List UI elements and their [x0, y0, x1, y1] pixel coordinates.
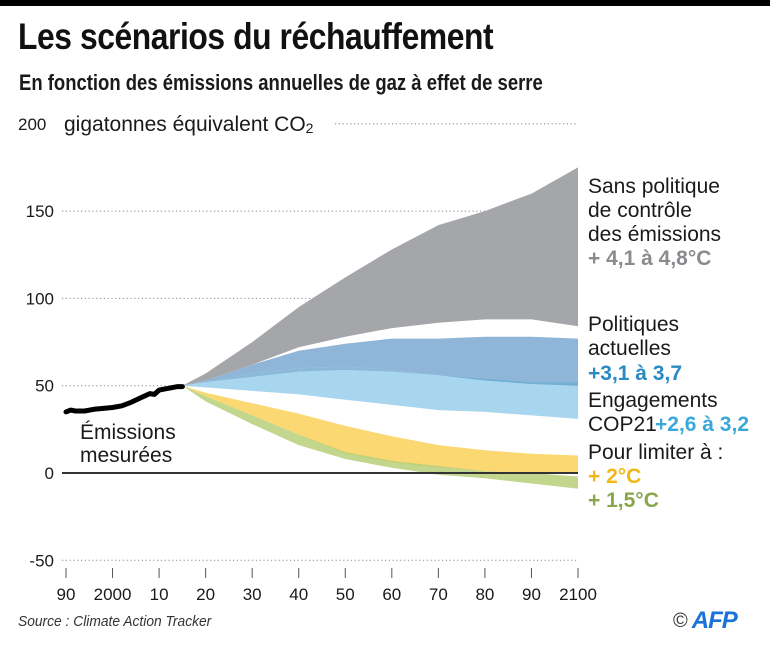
chart-subtitle: En fonction des émissions annuelles de g… [19, 70, 543, 95]
y-axis: 200 150 100 50 0 -50 gigatonnes équivalent CO2 [18, 113, 314, 570]
x-tick-label: 70 [429, 585, 448, 604]
label-no-policy: des émissions [588, 223, 721, 246]
unit-text: gigatonnes équivalent CO [64, 113, 306, 136]
x-tick-label: 10 [150, 585, 169, 604]
chart-title: Les scénarios du réchauffement [18, 16, 494, 57]
y-tick-label: 150 [26, 202, 54, 221]
warming-current-policies: +3,1 à 3,7 [588, 362, 682, 385]
x-tick-label: 30 [243, 585, 262, 604]
warming-no-policy: + 4,1 à 4,8°C [588, 247, 711, 270]
afp-logo: AFP [691, 607, 738, 634]
warming-2c: + 2°C [588, 465, 641, 488]
measured-label-line1: Émissions [80, 421, 176, 444]
label-current-policies: actuelles [588, 337, 671, 360]
y-axis-unit-label: gigatonnes équivalent CO2 [64, 113, 314, 136]
measured-label-line2: mesurées [80, 444, 172, 467]
credit: © AFP [673, 607, 738, 635]
label-cop21-line2: COP21 [588, 413, 657, 436]
x-tick-label: 2100 [559, 585, 597, 604]
band-cop21 [182, 370, 578, 419]
band-overlap-blue [182, 366, 578, 386]
y-tick-label: 0 [45, 464, 54, 483]
label-no-policy: de contrôle [588, 199, 692, 222]
band-no-policy [182, 167, 578, 386]
label-current-policies: Politiques [588, 313, 679, 336]
x-axis: 90 2000 10 20 30 40 50 60 70 80 90 2100 [57, 568, 597, 604]
band-2c [182, 385, 578, 473]
label-cop21-line1: Engagements [588, 389, 718, 412]
warming-cop21: +2,6 à 3,2 [655, 413, 749, 436]
warming-1-5c: + 1,5°C [588, 489, 659, 512]
y-tick-label: 100 [26, 289, 54, 308]
source-note: Source : Climate Action Tracker [18, 613, 212, 630]
x-tick-label: 60 [382, 585, 401, 604]
x-tick-label: 50 [336, 585, 355, 604]
x-tick-label: 40 [289, 585, 308, 604]
x-tick-label: 90 [522, 585, 541, 604]
label-no-policy: Sans politique [588, 175, 720, 198]
scenario-bands [182, 167, 578, 489]
x-tick-label: 80 [475, 585, 494, 604]
y-tick-label: -50 [29, 551, 54, 570]
x-tick-label: 90 [57, 585, 76, 604]
band-current-policies [182, 336, 578, 386]
copyright-icon: © [673, 609, 688, 632]
measured-emissions-line [63, 384, 185, 415]
y-tick-label: 50 [35, 377, 54, 396]
top-rule [0, 0, 770, 6]
y-tick-label: 200 [18, 115, 46, 134]
x-tick-label: 2000 [94, 585, 132, 604]
band-1-5c [182, 385, 578, 489]
label-limit: Pour limiter à : [588, 441, 723, 464]
x-tick-label: 20 [196, 585, 215, 604]
unit-subscript: 2 [306, 120, 314, 136]
